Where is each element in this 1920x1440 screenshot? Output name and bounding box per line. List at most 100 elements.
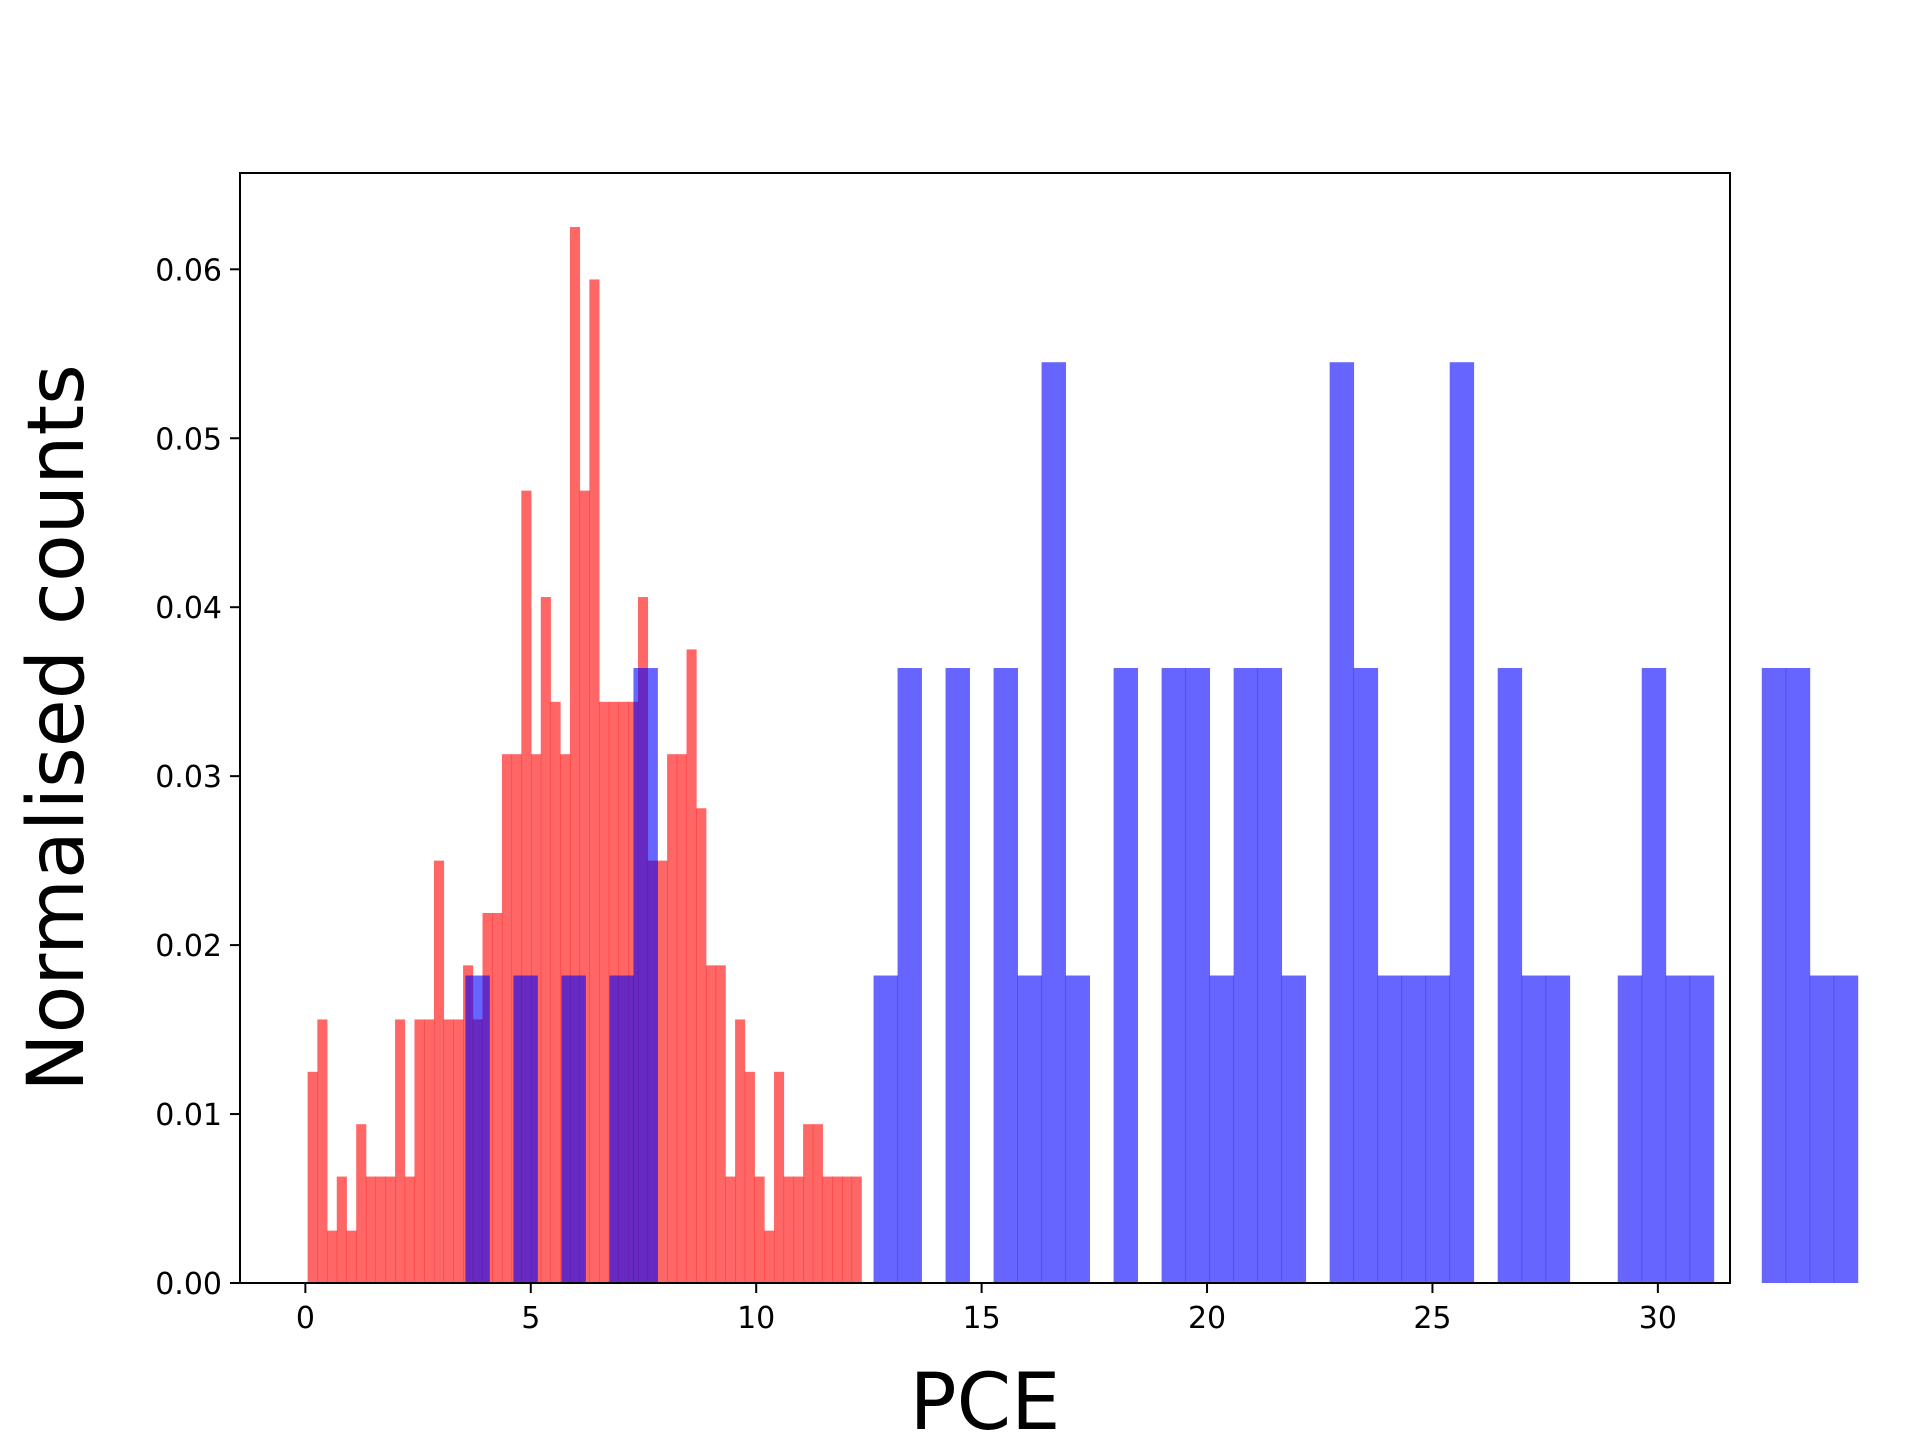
y-tick-label: 0.02 (155, 929, 222, 964)
bar-blue (873, 975, 898, 1283)
bar-blue (1257, 668, 1283, 1283)
bar-red (696, 808, 707, 1283)
bar-red (803, 1124, 814, 1283)
bar-red (385, 1176, 396, 1283)
bar-red (599, 701, 610, 1283)
bar-red (754, 1176, 765, 1283)
bar-red (851, 1176, 862, 1283)
y-tick-label: 0.05 (155, 422, 222, 457)
bar-red (812, 1124, 823, 1283)
bar-red (764, 1230, 775, 1283)
y-axis-label: Normalised counts (12, 364, 102, 1092)
bar-red (501, 754, 513, 1283)
bar-red (725, 1176, 736, 1283)
bar-red (443, 1019, 454, 1283)
bar-blue (1329, 362, 1355, 1284)
bar-red (375, 1176, 386, 1283)
bar-red (404, 1176, 415, 1283)
x-tick-label: 20 (1188, 1301, 1226, 1336)
bar-red (744, 1071, 755, 1283)
bar-red (365, 1176, 377, 1283)
bar-red (686, 649, 697, 1283)
bar-red (492, 913, 503, 1283)
bar-blue (1377, 975, 1403, 1283)
bar-red (453, 1019, 464, 1283)
bar-blue (945, 668, 970, 1283)
bar-red (667, 754, 678, 1283)
bar-blue (1521, 975, 1547, 1283)
bar-blue (1017, 975, 1042, 1283)
bar-red (569, 227, 581, 1283)
bar-red (327, 1230, 338, 1283)
y-tick-label: 0.03 (155, 760, 222, 795)
x-tick-label: 10 (737, 1301, 775, 1336)
bar-red (715, 965, 726, 1283)
series-blue-bars (465, 362, 1859, 1284)
bar-blue (1665, 975, 1691, 1283)
bar-red (589, 279, 600, 1283)
bar-red (346, 1230, 357, 1283)
y-axis: 0.00 0.01 0.02 0.03 0.04 0.05 0.06 (155, 253, 240, 1302)
bar-blue (1185, 668, 1211, 1283)
x-tick-label: 25 (1413, 1301, 1451, 1336)
bar-red (579, 490, 590, 1283)
bar-blue (1617, 975, 1643, 1283)
bar-blue (1497, 668, 1523, 1283)
y-tick-label: 0.01 (155, 1098, 222, 1133)
x-tick-label: 5 (521, 1301, 540, 1336)
x-tick-label: 15 (963, 1301, 1001, 1336)
bar-blue (1425, 975, 1451, 1283)
bar-red (822, 1176, 833, 1283)
bar-red (395, 1019, 406, 1283)
bar-blue (1209, 975, 1235, 1283)
bar-blue (633, 668, 658, 1283)
y-tick-label: 0.06 (155, 253, 222, 288)
y-tick-label: 0.04 (155, 591, 222, 626)
bar-blue (465, 975, 490, 1283)
bar-blue (1545, 975, 1571, 1283)
bar-red (705, 965, 717, 1283)
bar-blue (1065, 975, 1090, 1283)
bar-blue (1641, 668, 1667, 1283)
bar-red (773, 1071, 785, 1283)
bar-blue (1689, 975, 1715, 1283)
bar-blue (561, 975, 586, 1283)
bar-blue (1233, 668, 1259, 1283)
bar-blue (609, 975, 634, 1283)
bar-blue (1353, 668, 1379, 1283)
bar-red (783, 1176, 794, 1283)
bar-red (550, 701, 561, 1283)
x-tick-label: 0 (296, 1301, 315, 1336)
bar-blue (1401, 975, 1427, 1283)
bar-blue (1041, 362, 1066, 1284)
bar-red (735, 1019, 746, 1283)
plot-frame (239, 172, 1731, 1284)
bar-red (414, 1019, 425, 1283)
bar-red (793, 1176, 804, 1283)
bar-red (336, 1176, 347, 1283)
bar-red (317, 1019, 328, 1283)
bar-red (433, 860, 445, 1283)
bar-blue (897, 668, 922, 1283)
x-axis-label: PCE (910, 1358, 1061, 1440)
x-axis: 0 5 10 15 20 25 30 (296, 1283, 1677, 1336)
bar-red (841, 1176, 853, 1283)
bar-blue (1449, 362, 1475, 1284)
y-tick-label: 0.00 (155, 1267, 222, 1302)
bar-blue (993, 668, 1018, 1283)
bar-red (356, 1124, 367, 1283)
bar-red (540, 597, 551, 1283)
x-tick-label: 30 (1639, 1301, 1677, 1336)
bar-blue (1161, 668, 1187, 1283)
bar-blue (513, 975, 538, 1283)
bar-red (676, 754, 687, 1283)
bar-blue (1113, 668, 1139, 1283)
bar-blue (1785, 668, 1811, 1283)
bar-red (832, 1176, 843, 1283)
bar-red (657, 860, 668, 1283)
bar-blue (1761, 668, 1787, 1283)
bar-blue (1281, 975, 1307, 1283)
bar-red (307, 1071, 318, 1283)
bar-blue (1809, 975, 1835, 1283)
